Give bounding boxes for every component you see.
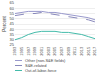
svg-text:Percent: Percent — [2, 15, 7, 31]
svg-text:2007: 2007 — [59, 46, 64, 56]
svg-text:30: 30 — [10, 37, 15, 42]
svg-text:1999: 1999 — [32, 46, 37, 56]
svg-text:2011: 2011 — [72, 46, 77, 55]
svg-text:2001: 2001 — [39, 46, 44, 56]
svg-text:50: 50 — [10, 16, 15, 21]
svg-text:25: 25 — [10, 42, 15, 47]
svg-text:60: 60 — [10, 6, 15, 11]
svg-text:2015: 2015 — [86, 46, 91, 56]
svg-text:Other (non-S&E fields): Other (non-S&E fields) — [25, 58, 66, 63]
svg-text:1997: 1997 — [26, 46, 31, 56]
svg-text:1995: 1995 — [19, 46, 24, 56]
svg-text:2005: 2005 — [52, 46, 57, 56]
svg-text:S&E-related: S&E-related — [25, 63, 47, 68]
svg-text:2003: 2003 — [46, 46, 51, 56]
svg-text:55: 55 — [10, 11, 15, 16]
svg-text:45: 45 — [10, 21, 15, 26]
svg-text:1993: 1993 — [12, 46, 17, 56]
svg-text:2017: 2017 — [92, 46, 97, 56]
svg-text:65: 65 — [10, 0, 15, 5]
svg-text:Out-of-labor-force: Out-of-labor-force — [25, 68, 57, 73]
svg-text:2013: 2013 — [79, 46, 84, 56]
svg-text:2009: 2009 — [66, 46, 71, 56]
svg-text:35: 35 — [10, 32, 15, 37]
svg-text:40: 40 — [10, 27, 15, 32]
